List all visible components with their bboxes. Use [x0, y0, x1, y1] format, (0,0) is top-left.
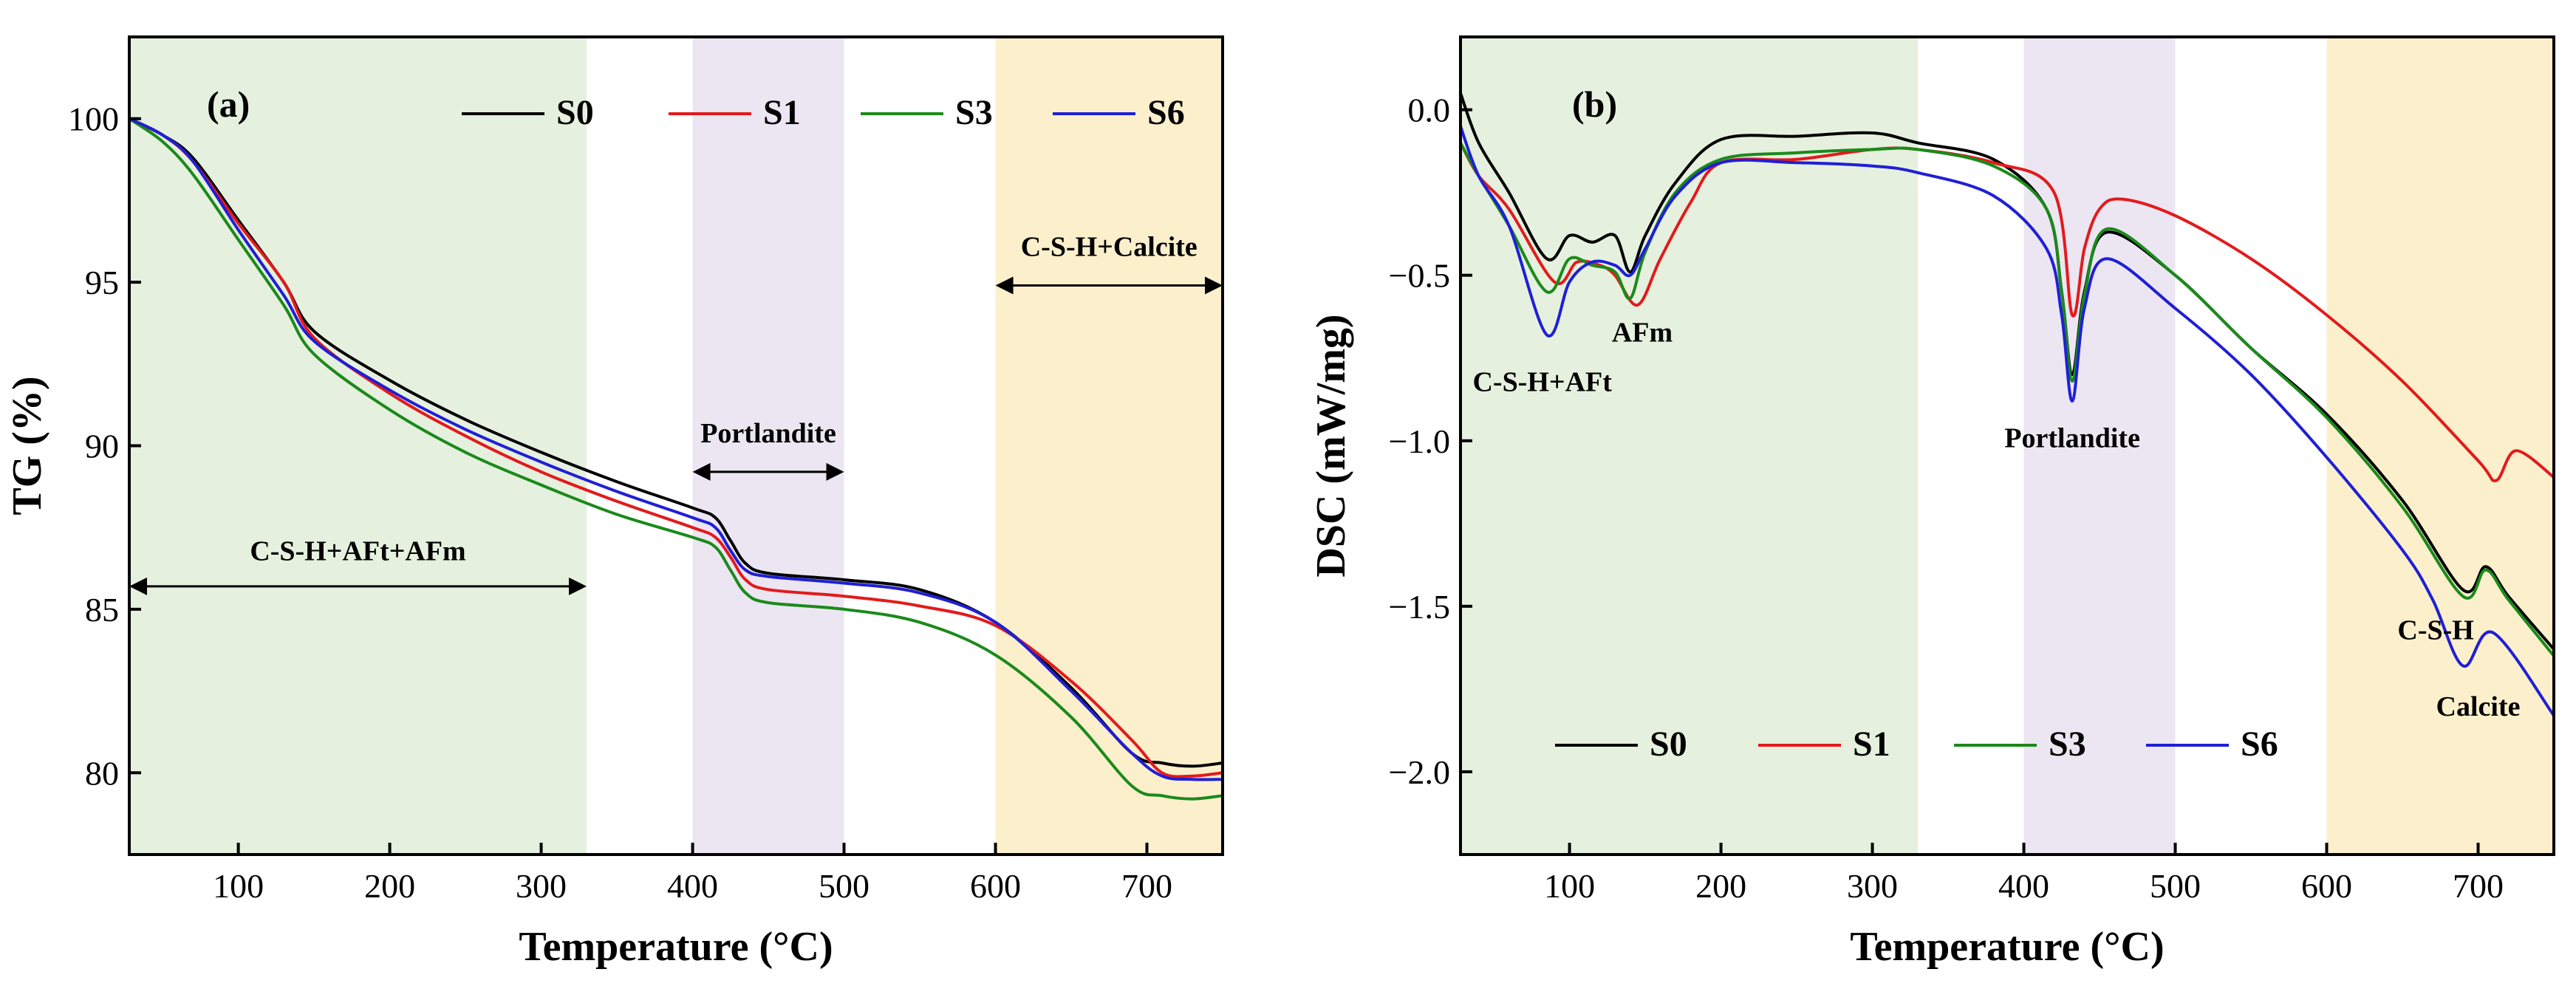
legend-label-s0: S0	[556, 93, 594, 132]
x-tick-label: 500	[819, 867, 870, 905]
region-c-s-h-calcite-arrow-head-left	[995, 276, 1014, 295]
region-portlandite-label: Portlandite	[700, 418, 836, 449]
annotation-portlandite: Portlandite	[2004, 423, 2140, 454]
legend: S0 S1 S3 S6	[1555, 725, 2278, 764]
x-axis-title: Temperature (°C)	[519, 924, 833, 970]
x-tick-label: 700	[1121, 867, 1172, 905]
x-tick-label: 200	[364, 867, 415, 905]
region-c-s-h-calcite-label: C-S-H+Calcite	[1021, 232, 1198, 263]
y-tick-label: 0.0	[1408, 92, 1451, 129]
y-tick-label: 80	[85, 754, 119, 792]
y-tick-label: 95	[85, 264, 119, 301]
region-band-yellow	[2326, 37, 2554, 855]
x-tick-label: 500	[2150, 867, 2201, 905]
panel-label: (a)	[207, 83, 250, 125]
y-tick-label: 100	[68, 100, 119, 138]
panel-label: (b)	[1572, 83, 1617, 125]
y-tick-label: 85	[85, 591, 119, 629]
series-line-s6	[1460, 126, 2554, 716]
region-c-s-h-calcite-arrow-head-right	[1205, 276, 1223, 295]
legend-label-s6: S6	[2241, 725, 2278, 764]
legend: S0 S1 S3 S6	[462, 93, 1185, 132]
x-tick-label: 700	[2453, 867, 2504, 905]
x-tick-label: 400	[667, 867, 718, 905]
region-c-s-h-aft-afm-arrow	[129, 577, 587, 595]
x-tick-label: 100	[1544, 867, 1595, 905]
plot-frame	[1459, 35, 2555, 856]
series-lines	[1460, 92, 2554, 716]
y-axis-title: DSC (mW/mg)	[1308, 314, 1354, 577]
x-tick-label: 600	[970, 867, 1021, 905]
x-tick-label: 600	[2301, 867, 2352, 905]
region-band-green	[1460, 37, 1919, 855]
series-line-s3	[129, 117, 1223, 801]
y-tick-label: −2.0	[1389, 753, 1450, 791]
region-c-s-h-calcite-arrow	[995, 276, 1223, 295]
legend-label-s1: S1	[763, 93, 801, 132]
series-lines	[129, 117, 1223, 801]
y-tick-label: −0.5	[1389, 257, 1450, 295]
y-tick-label: −1.5	[1389, 588, 1450, 626]
series-line-s3	[1460, 142, 2554, 657]
series-line-s0	[1460, 92, 2554, 651]
annotation-calcite: Calcite	[2436, 691, 2521, 722]
series-line-s1	[1460, 142, 2554, 482]
region-c-s-h-aft-afm-arrow-head-left	[129, 577, 147, 595]
legend-label-s6: S6	[1147, 93, 1185, 132]
x-tick-label: 100	[213, 867, 264, 905]
series-line-s6	[129, 117, 1223, 781]
annotation-afm: AFm	[1612, 317, 1673, 348]
region-portlandite-arrow-head-right	[826, 462, 844, 481]
y-axis-title: TG (%)	[4, 376, 50, 515]
y-tick-label: 90	[85, 428, 119, 465]
legend-label-s1: S1	[1853, 725, 1890, 764]
region-band-c-s-h-aft-afm	[129, 37, 587, 855]
legend-label-s3: S3	[955, 93, 993, 132]
region-band-portlandite	[692, 37, 844, 855]
annotation-c-s-h-aft: C-S-H+AFt	[1472, 367, 1612, 398]
x-axis-title: Temperature (°C)	[1850, 924, 2164, 970]
x-tick-label: 400	[1998, 867, 2049, 905]
x-tick-label: 200	[1695, 867, 1746, 905]
y-tick-label: −1.0	[1389, 422, 1450, 460]
x-tick-label: 300	[516, 867, 567, 905]
x-tick-label: 300	[1847, 867, 1898, 905]
annotation-c-s-h: C-S-H	[2397, 615, 2473, 646]
tg-chart-panel: 100 200 300 400 500 600 700 80 85 90 95 100 Temperat…	[4, 35, 1224, 970]
dsc-chart-panel: 100 200 300 400 500 600 700 0.0 −0.5 −1.0 −1.5 −2.0…	[1308, 35, 2555, 970]
region-portlandite-arrow-head-left	[692, 462, 711, 481]
region-band-purple	[2023, 37, 2176, 855]
series-line-s1	[129, 117, 1223, 778]
region-portlandite-arrow	[692, 462, 844, 481]
region-c-s-h-aft-afm-label: C-S-H+AFt+AFm	[250, 535, 465, 566]
legend-label-s0: S0	[1650, 725, 1687, 764]
region-c-s-h-aft-afm-arrow-head-right	[569, 577, 587, 595]
legend-label-s3: S3	[2049, 725, 2086, 764]
